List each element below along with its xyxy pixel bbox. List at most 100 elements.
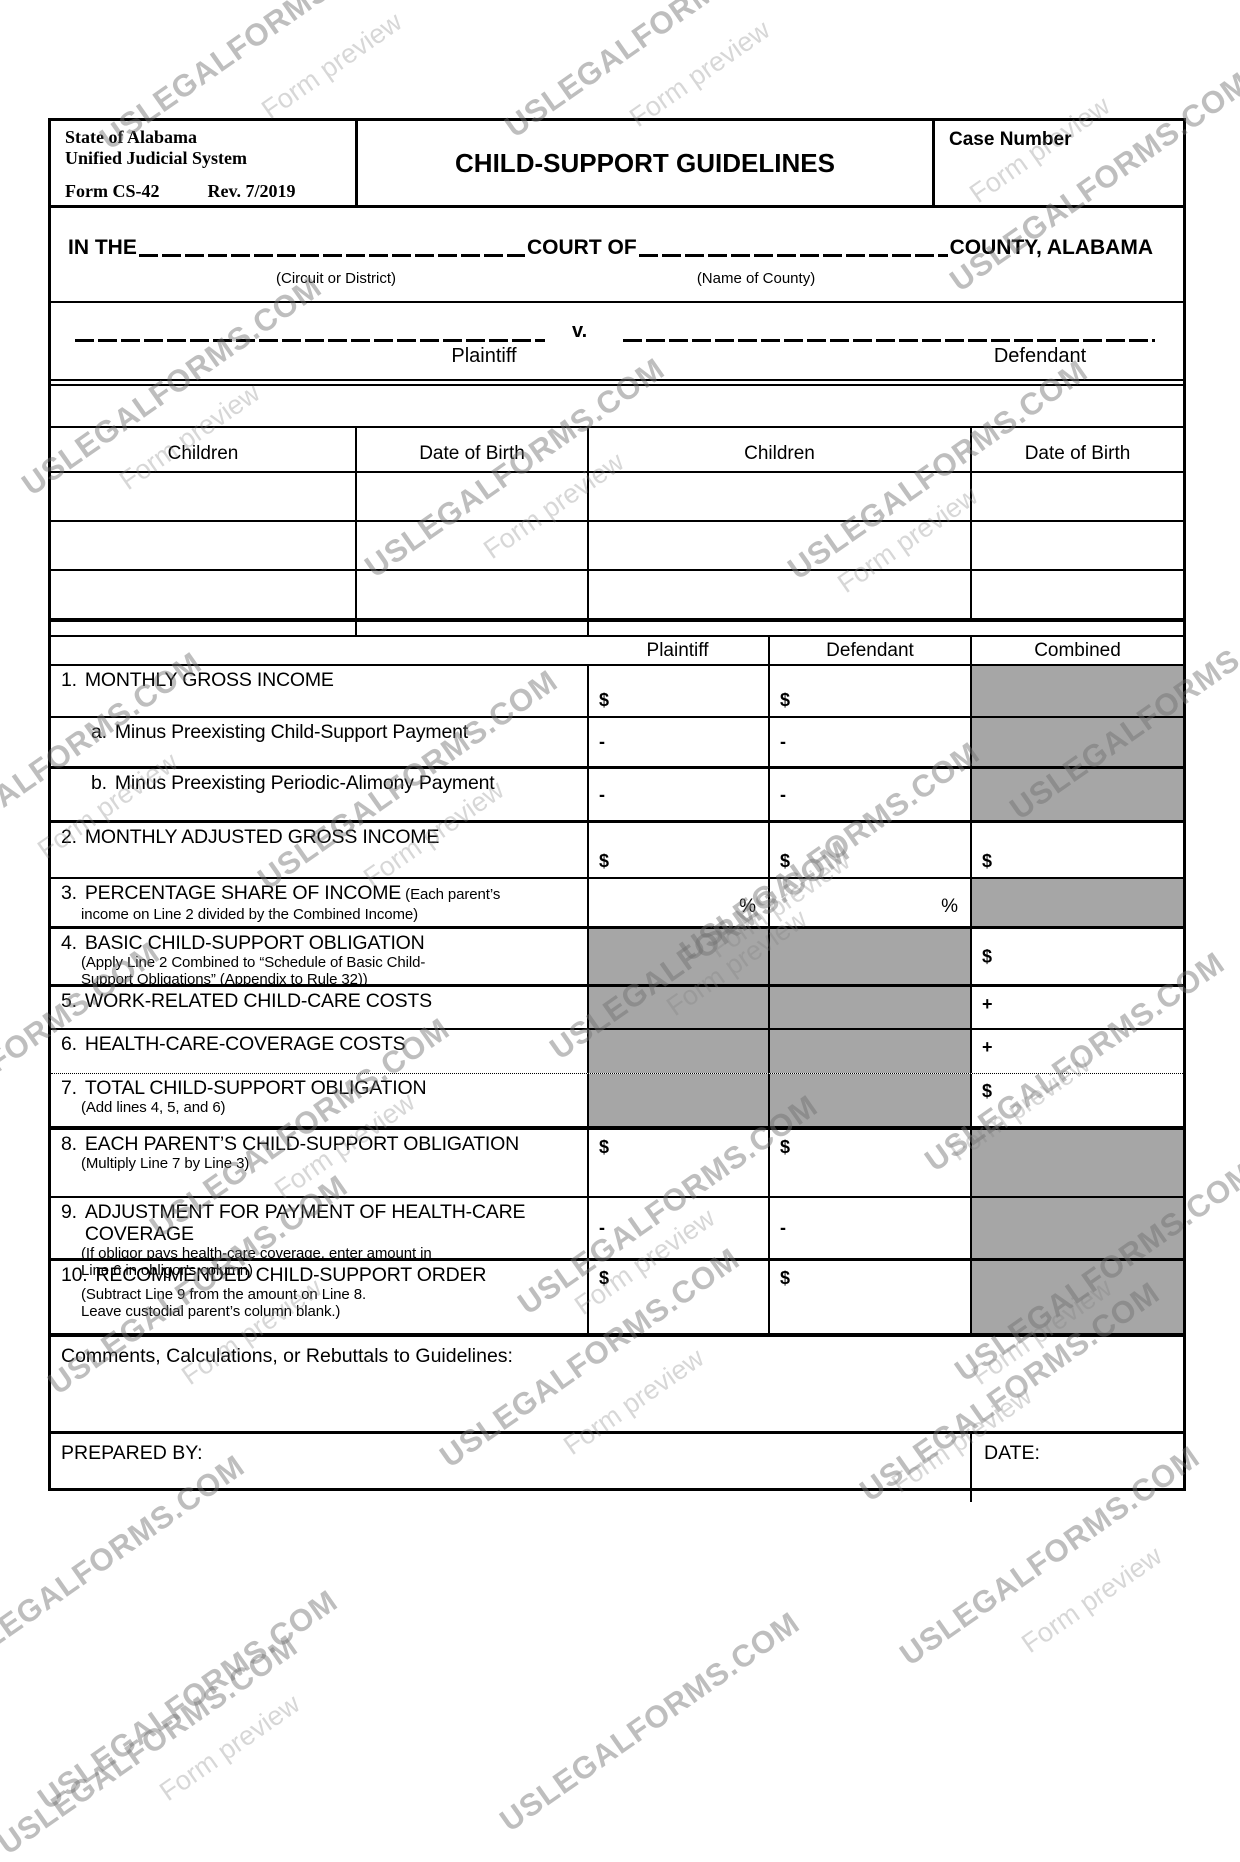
date-field[interactable]: DATE:	[970, 1434, 1183, 1502]
obligation-table-body: 1. MONTHLY GROSS INCOME $ $ a. Minus Preexist…	[51, 664, 1183, 1333]
county-name-field[interactable]	[638, 254, 948, 257]
row-1-plaintiff-cell[interactable]: $	[587, 666, 768, 716]
row-10-plaintiff-cell[interactable]: $	[587, 1261, 768, 1333]
watermark-preview-text: Form preview	[256, 6, 408, 125]
watermark-preview-text: Form preview	[1016, 1540, 1168, 1659]
agency-system: Unified Judicial System	[65, 148, 248, 168]
row-3-defendant-cell[interactable]: %	[768, 879, 970, 926]
row-3-defendant-symbol: %	[941, 896, 958, 917]
row-10-defendant-symbol: $	[780, 1268, 791, 1288]
row-1-defendant-cell[interactable]: $	[768, 666, 970, 716]
child-dob-cell[interactable]	[355, 571, 587, 618]
row-6-combined-symbol: +	[982, 1037, 993, 1057]
cs42-form: State of Alabama Unified Judicial System…	[48, 118, 1186, 1502]
row-6-combined-cell[interactable]: +	[970, 1030, 1183, 1073]
row-1-plaintiff-symbol: $	[599, 690, 610, 710]
row-4-label: 4. BASIC CHILD-SUPPORT OBLIGATION (Apply L…	[61, 932, 426, 988]
parties-section: v. Plaintiff Defendant	[51, 303, 1183, 386]
date-label: DATE:	[984, 1442, 1040, 1464]
child-name-cell[interactable]	[51, 473, 355, 520]
row-7-label: 7. TOTAL CHILD-SUPPORT OBLIGATION (Add lin…	[61, 1077, 427, 1116]
row-3-plaintiff-cell[interactable]: %	[587, 879, 768, 926]
row-5-combined-symbol: +	[982, 994, 993, 1014]
court-middle: COURT OF	[527, 236, 637, 259]
row-2-label: 2. MONTHLY ADJUSTED GROSS INCOME	[61, 826, 440, 848]
watermark-brand-text: USLEGALFORMS.COM	[0, 1627, 304, 1862]
child-dob-cell[interactable]	[355, 522, 587, 569]
row-8-label: 8. EACH PARENT’S CHILD-SUPPORT OBLIGATION…	[61, 1133, 519, 1172]
row-1-combined-cell	[970, 666, 1183, 716]
row-1b-combined-cell	[970, 769, 1183, 820]
children-table-row	[51, 522, 1183, 571]
child-dob-cell[interactable]	[970, 473, 1183, 520]
row-9-combined-cell	[970, 1198, 1183, 1258]
comments-area[interactable]: Comments, Calculations, or Rebuttals to …	[51, 1333, 1183, 1431]
obligation-row-1b: b. Minus Preexisting Periodic-Alimony Pay…	[51, 766, 1183, 820]
row-10-defendant-cell[interactable]: $	[768, 1261, 970, 1333]
obligation-row-4: 4. BASIC CHILD-SUPPORT OBLIGATION (Apply L…	[51, 926, 1183, 988]
obligation-row-3: 3. PERCENTAGE SHARE OF INCOME (Each paren…	[51, 877, 1183, 926]
row-10-combined-cell	[970, 1261, 1183, 1333]
row-8-plaintiff-cell[interactable]: $	[587, 1130, 768, 1196]
child-name-cell[interactable]	[51, 571, 355, 618]
row-7-combined-cell[interactable]: $	[970, 1074, 1183, 1126]
row-1a-plaintiff-cell[interactable]: -	[587, 718, 768, 766]
dob-header-1: Date of Birth	[355, 428, 587, 471]
row-1a-plaintiff-symbol: -	[599, 731, 605, 752]
row-5-label: 5. WORK-RELATED CHILD-CARE COSTS	[61, 990, 432, 1012]
child-name-cell[interactable]	[51, 522, 355, 569]
children-table-body	[51, 473, 1183, 622]
row-3-combined-cell	[970, 879, 1183, 926]
col-header-defendant: Defendant	[768, 637, 970, 664]
row-1-label: 1. MONTHLY GROSS INCOME	[61, 669, 334, 691]
row-9-plaintiff-cell[interactable]: -	[587, 1198, 768, 1258]
form-title: CHILD-SUPPORT GUIDELINES	[455, 147, 835, 178]
row-10-plaintiff-symbol: $	[599, 1268, 610, 1288]
prepared-by-field[interactable]: PREPARED BY:	[51, 1434, 970, 1502]
watermark-preview-text: Form preview	[624, 14, 776, 133]
child-name-cell[interactable]	[587, 473, 970, 520]
comments-label: Comments, Calculations, or Rebuttals to …	[61, 1345, 513, 1367]
court-name-field[interactable]	[138, 254, 526, 257]
row-1b-plaintiff-cell[interactable]: -	[587, 769, 768, 820]
child-dob-cell[interactable]	[970, 522, 1183, 569]
plaintiff-name-field[interactable]	[75, 339, 545, 342]
defendant-name-field[interactable]	[623, 339, 1155, 342]
obligation-row-8: 8. EACH PARENT’S CHILD-SUPPORT OBLIGATION…	[51, 1126, 1183, 1196]
row-5-defendant-cell	[768, 987, 970, 1028]
caption-name-of-county: (Name of County)	[696, 270, 816, 287]
row-8-defendant-symbol: $	[780, 1137, 791, 1157]
row-7-combined-symbol: $	[982, 1081, 993, 1101]
watermark-preview-text: Form preview	[154, 1688, 306, 1807]
prepared-by-label: PREPARED BY:	[61, 1442, 203, 1464]
child-dob-cell[interactable]	[355, 473, 587, 520]
obligation-row-6: 6. HEALTH-CARE-COVERAGE COSTS +	[51, 1028, 1183, 1073]
child-name-cell[interactable]	[587, 522, 970, 569]
row-5-combined-cell[interactable]: +	[970, 987, 1183, 1028]
child-dob-cell[interactable]	[970, 571, 1183, 618]
row-8-defendant-cell[interactable]: $	[768, 1130, 970, 1196]
obligation-row-9: 9. ADJUSTMENT FOR PAYMENT OF HEALTH-CARE …	[51, 1196, 1183, 1279]
case-number-field[interactable]: Case Number	[935, 121, 1183, 205]
row-9-defendant-cell[interactable]: -	[768, 1198, 970, 1258]
row-1b-label: b. Minus Preexisting Periodic-Alimony Pay…	[91, 772, 495, 794]
versus-label: v.	[572, 320, 588, 342]
row-2-defendant-cell[interactable]: $	[768, 823, 970, 877]
dob-header-2: Date of Birth	[970, 428, 1183, 471]
children-table-row	[51, 571, 1183, 622]
row-3-plaintiff-symbol: %	[739, 896, 756, 917]
col-header-plaintiff: Plaintiff	[646, 639, 709, 661]
children-table-row	[51, 473, 1183, 522]
child-name-cell[interactable]	[587, 571, 970, 618]
row-1b-defendant-cell[interactable]: -	[768, 769, 970, 820]
row-2-defendant-symbol: $	[780, 851, 791, 871]
row-1a-defendant-cell[interactable]: -	[768, 718, 970, 766]
court-prefix: IN THE	[68, 236, 137, 259]
row-1a-defendant-symbol: -	[780, 731, 786, 752]
row-2-plaintiff-cell[interactable]: $	[587, 823, 768, 877]
row-4-combined-cell[interactable]: $	[970, 929, 1183, 984]
row-1a-combined-cell	[970, 718, 1183, 766]
row-2-combined-cell[interactable]: $	[970, 823, 1183, 877]
row-9-plaintiff-symbol: -	[599, 1217, 605, 1238]
row-1b-defendant-symbol: -	[780, 784, 786, 804]
